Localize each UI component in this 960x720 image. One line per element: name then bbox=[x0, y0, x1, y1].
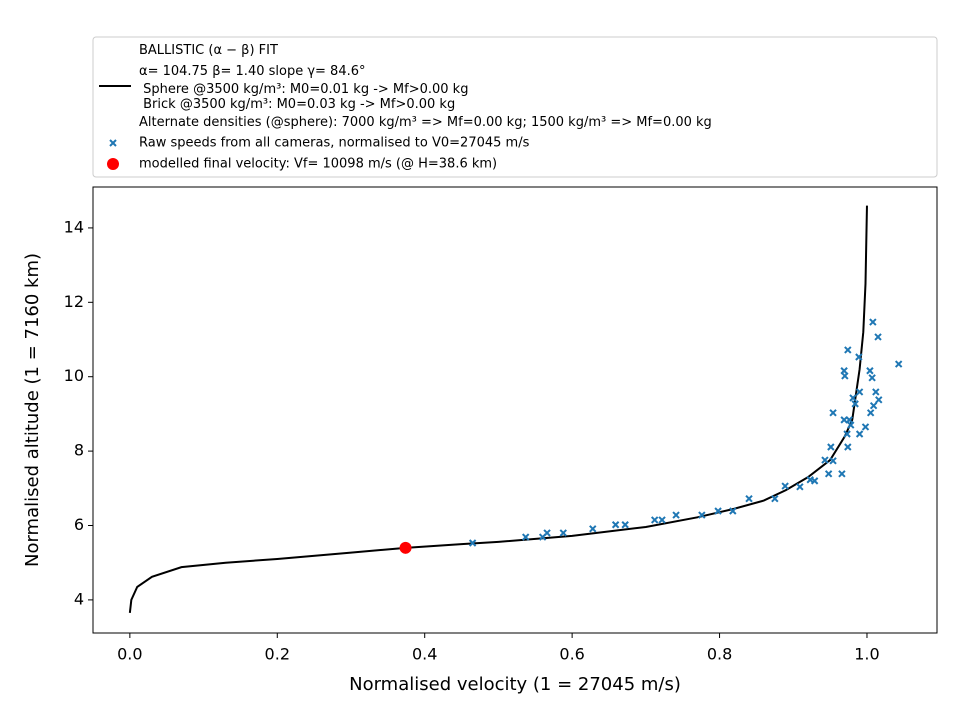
x-marker bbox=[658, 516, 666, 524]
plot-frame bbox=[92, 186, 938, 634]
x-marker bbox=[894, 360, 903, 368]
legend-label-line: BALLISTIC (α − β) FIT bbox=[139, 43, 278, 58]
x-marker bbox=[621, 521, 629, 529]
x-tick-label: 0.6 bbox=[559, 645, 584, 664]
x-marker bbox=[843, 430, 851, 438]
x-marker bbox=[745, 495, 753, 503]
x-marker bbox=[855, 388, 864, 396]
x-marker bbox=[855, 353, 863, 361]
x-marker bbox=[611, 521, 620, 529]
x-axis-label: Normalised velocity (1 = 27045 m/s) bbox=[349, 674, 681, 695]
x-marker bbox=[861, 423, 870, 431]
x-marker bbox=[521, 533, 530, 541]
x-marker bbox=[589, 525, 597, 533]
x-marker bbox=[875, 396, 883, 404]
x-marker bbox=[821, 456, 829, 464]
y-tick-label: 10 bbox=[64, 366, 84, 385]
x-marker bbox=[771, 495, 779, 503]
x-marker bbox=[845, 416, 853, 424]
x-marker bbox=[672, 511, 680, 519]
x-tick-label: 1.0 bbox=[854, 645, 879, 664]
x-marker bbox=[827, 443, 835, 451]
x-marker bbox=[869, 402, 878, 410]
x-marker bbox=[650, 516, 659, 524]
x-marker bbox=[847, 421, 855, 429]
y-tick-label: 6 bbox=[74, 515, 84, 534]
plot-area bbox=[128, 205, 903, 614]
x-marker bbox=[844, 443, 852, 451]
x-marker bbox=[714, 507, 722, 515]
x-marker bbox=[872, 388, 880, 396]
x-marker bbox=[851, 400, 859, 408]
x-marker bbox=[829, 457, 837, 465]
x-marker bbox=[844, 346, 852, 354]
y-tick-label: 8 bbox=[74, 441, 84, 460]
x-marker bbox=[796, 483, 804, 491]
fit-line bbox=[128, 205, 868, 614]
y-tick-label: 14 bbox=[64, 217, 84, 236]
legend-label: BALLISTIC (α − β) FIT α= 104.75 β= 1.40 s… bbox=[139, 43, 712, 130]
legend-label-line: α= 104.75 β= 1.40 slope γ= 84.6° bbox=[139, 64, 366, 79]
legend-label-line: Alternate densities (@sphere): 7000 kg/m… bbox=[139, 115, 712, 130]
x-marker bbox=[810, 477, 819, 485]
point-marker bbox=[399, 541, 412, 554]
x-marker bbox=[698, 511, 706, 519]
x-tick-label: 0.2 bbox=[265, 645, 290, 664]
x-marker bbox=[849, 394, 857, 402]
legend-label-line: Sphere @3500 kg/m³: M0=0.01 kg -> Mf>0.0… bbox=[139, 82, 468, 97]
x-marker bbox=[866, 409, 875, 417]
x-marker bbox=[855, 430, 864, 438]
legend-marker bbox=[107, 158, 119, 170]
x-marker bbox=[543, 529, 551, 537]
x-tick-label: 0.8 bbox=[707, 645, 732, 664]
x-marker bbox=[559, 529, 567, 537]
x-marker bbox=[874, 333, 882, 341]
x-tick-label: 0.0 bbox=[117, 645, 142, 664]
legend-box bbox=[92, 36, 938, 178]
x-marker bbox=[781, 482, 789, 490]
x-marker bbox=[729, 507, 737, 515]
x-marker bbox=[829, 409, 837, 417]
x-marker bbox=[868, 374, 876, 382]
legend-label: modelled final velocity: Vf= 10098 m/s (… bbox=[139, 157, 497, 172]
y-tick-label: 4 bbox=[74, 589, 84, 608]
x-marker bbox=[869, 318, 877, 326]
x-marker bbox=[838, 470, 846, 478]
x-marker bbox=[866, 367, 874, 375]
x-tick-label: 0.4 bbox=[412, 645, 437, 664]
x-marker bbox=[824, 470, 833, 478]
legend-label: Raw speeds from all cameras, normalised … bbox=[139, 136, 530, 151]
x-marker bbox=[841, 372, 849, 380]
y-tick-label: 12 bbox=[64, 292, 84, 311]
y-axis-label: Normalised altitude (1 = 7160 km) bbox=[22, 253, 43, 567]
x-marker bbox=[468, 539, 477, 547]
legend-label-line: Brick @3500 kg/m³: M0=0.03 kg -> Mf>0.00… bbox=[139, 97, 455, 112]
legend-marker bbox=[109, 139, 117, 147]
